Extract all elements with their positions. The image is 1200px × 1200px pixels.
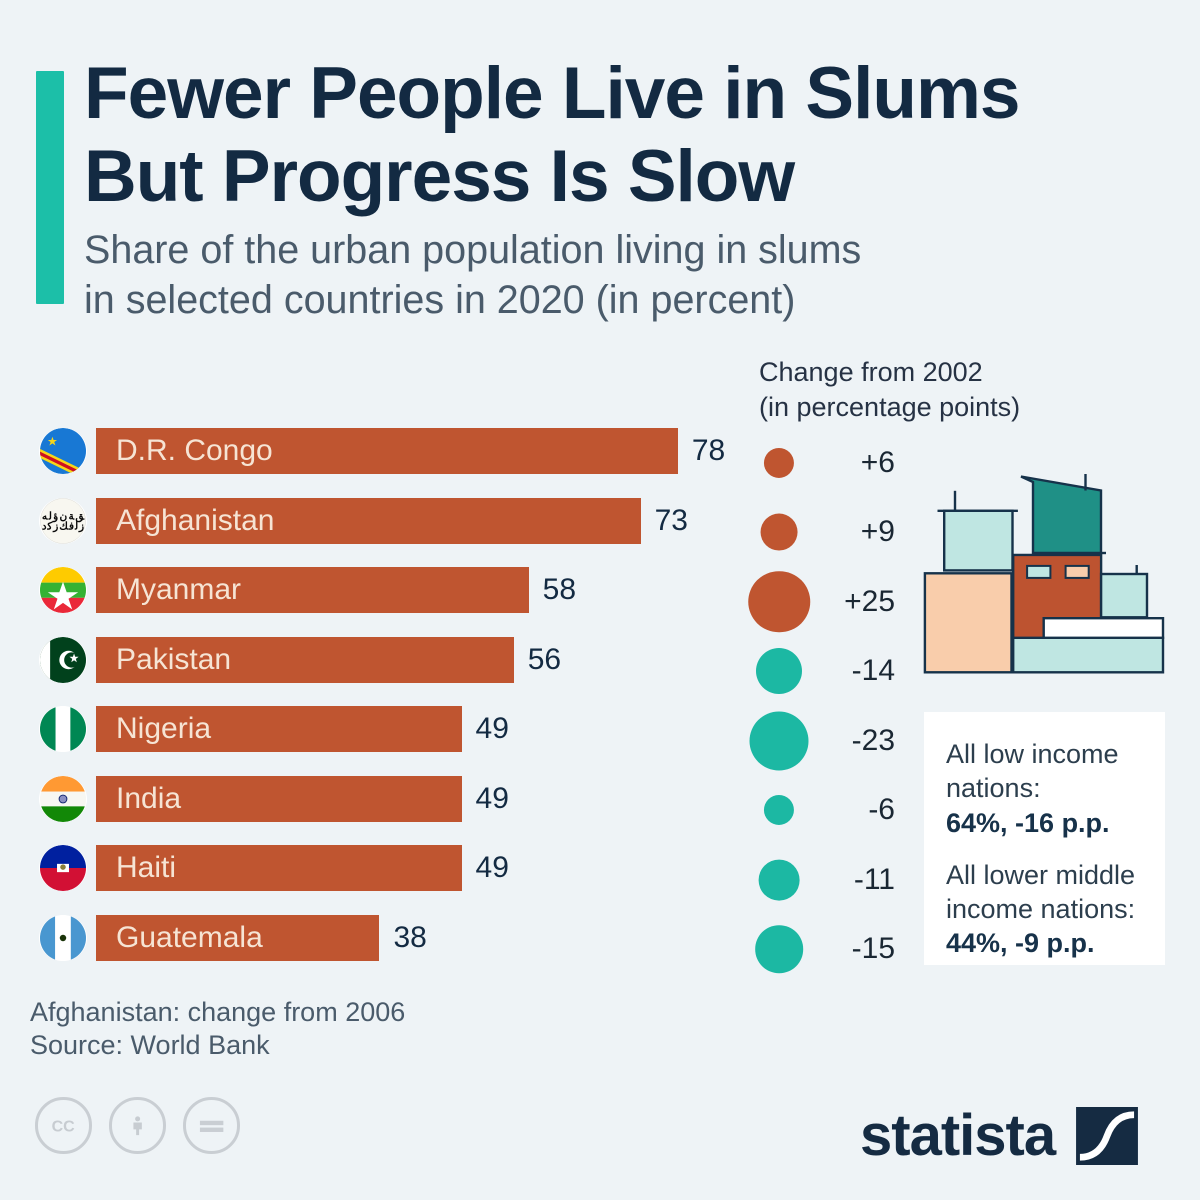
svg-text:CC: CC bbox=[52, 1119, 76, 1136]
